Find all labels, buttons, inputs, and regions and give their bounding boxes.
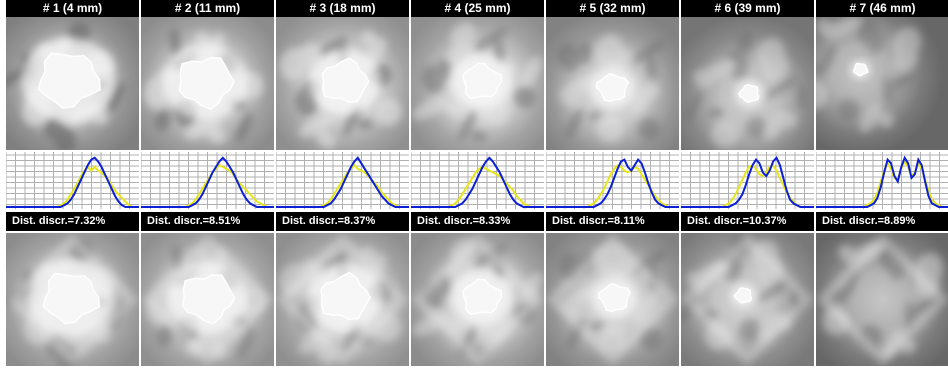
bottom-image[interactable]: [276, 233, 409, 366]
bot-image-2: [141, 233, 274, 366]
hotspot-contour: [461, 62, 503, 99]
image-texture: [412, 22, 543, 142]
hotspot-contour: [37, 52, 101, 109]
profile-svg-6: [681, 152, 814, 209]
profile-grid: [6, 152, 139, 209]
panel-header: # 7 (46 mm): [816, 0, 948, 17]
profile-plot: [6, 152, 139, 209]
blue-profile-line: [411, 156, 544, 208]
bot-image-4: [411, 233, 544, 366]
blue-profile-line: [546, 157, 679, 208]
bot-image-7: [816, 233, 948, 366]
distance-discrepancy-label: Dist. discr.=8.33%: [411, 212, 544, 231]
panel-column-4: # 4 (25 mm) Dist. discr.=8.33%: [411, 0, 544, 368]
distance-discrepancy-label: Dist. discr.=8.89%: [816, 212, 948, 231]
bot-image-6: [681, 233, 814, 366]
top-image-3: [276, 17, 409, 150]
distance-discrepancy-label: Dist. discr.=8.11%: [546, 212, 679, 231]
top-image-7: [816, 17, 948, 150]
panel-header: # 6 (39 mm): [681, 0, 814, 17]
panel-header: # 1 (4 mm): [6, 0, 139, 17]
top-image[interactable]: [141, 17, 274, 150]
blue-profile-line: [681, 156, 814, 208]
diagonal-ghost: [141, 233, 274, 366]
hotspot-contour: [461, 278, 503, 315]
panel-column-5: # 5 (32 mm) Dist. discr.=8.11%: [546, 0, 679, 368]
profile-svg-2: [141, 152, 274, 209]
profile-grid: [411, 152, 544, 209]
top-image-2: [141, 17, 274, 150]
hotspot-contour: [321, 57, 370, 103]
panel-column-6: # 6 (39 mm) Dist. discr.=10.37%: [681, 0, 814, 368]
distance-discrepancy-label: Dist. discr.=8.51%: [141, 212, 274, 231]
panel-header: # 2 (11 mm): [141, 0, 274, 17]
blue-profile-line: [816, 155, 948, 208]
bot-image-5: [546, 233, 679, 366]
top-image[interactable]: [411, 17, 544, 150]
panel-header: # 5 (32 mm): [546, 0, 679, 17]
blue-profile-line: [276, 156, 409, 208]
profile-svg-4: [411, 152, 544, 209]
bot-image-3: [276, 233, 409, 366]
profile-plot: [411, 152, 544, 209]
diagonal-ghost: [546, 233, 679, 366]
bottom-image[interactable]: [816, 233, 948, 366]
hotspot-contour: [320, 271, 371, 321]
profile-plot: [816, 152, 948, 209]
profile-svg-5: [546, 152, 679, 209]
profile-plot: [681, 152, 814, 209]
top-image-4: [411, 17, 544, 150]
profile-plot: [546, 152, 679, 209]
profile-svg-1: [6, 152, 139, 209]
top-image[interactable]: [6, 17, 139, 150]
profile-svg-7: [816, 152, 948, 209]
diagonal-ghost: [816, 233, 948, 366]
image-texture: [684, 31, 808, 148]
image-texture: [557, 34, 666, 143]
hotspot-contour: [597, 282, 632, 313]
bottom-image[interactable]: [141, 233, 274, 366]
diagonal-ghost: [276, 233, 409, 366]
top-image[interactable]: [546, 17, 679, 150]
diagonal-ghost: [411, 233, 544, 366]
panel-column-2: # 2 (11 mm) Dist. discr.=8.51%: [141, 0, 274, 368]
panel-header: # 4 (25 mm): [411, 0, 544, 17]
distance-discrepancy-label: Dist. discr.=8.37%: [276, 212, 409, 231]
top-image-6: [681, 17, 814, 150]
profile-grid: [546, 152, 679, 209]
top-image[interactable]: [276, 17, 409, 150]
diagonal-ghost: [681, 233, 814, 366]
profile-plot: [276, 152, 409, 209]
blue-profile-line: [6, 156, 139, 208]
hotspot-contour: [852, 62, 869, 77]
bottom-image[interactable]: [546, 233, 679, 366]
panel-column-7: # 7 (46 mm) Dist. discr.=8.89%: [816, 0, 948, 368]
hotspot-contour: [737, 83, 760, 103]
profile-plot: [141, 152, 274, 209]
profile-grid: [276, 152, 409, 209]
top-image-5: [546, 17, 679, 150]
panel-column-3: # 3 (18 mm) Dist. discr.=8.37%: [276, 0, 409, 368]
panel-column-1: # 1 (4 mm) Dist. discr.=7.32%: [6, 0, 139, 368]
image-texture: [816, 17, 922, 133]
bottom-image[interactable]: [6, 233, 139, 366]
profile-grid: [141, 152, 274, 209]
bottom-image[interactable]: [411, 233, 544, 366]
hotspot-contour: [733, 287, 753, 304]
hotspot-contour: [595, 72, 630, 103]
distance-discrepancy-label: Dist. discr.=10.37%: [681, 212, 814, 231]
hotspot-contour: [178, 57, 235, 111]
top-image[interactable]: [816, 17, 948, 150]
top-image-1: [6, 17, 139, 150]
profile-svg-3: [276, 152, 409, 209]
hotspot-contour: [181, 274, 236, 325]
hotspot-contour: [42, 272, 100, 325]
panel-header: # 3 (18 mm): [276, 0, 409, 17]
distance-discrepancy-label: Dist. discr.=7.32%: [6, 212, 139, 231]
bottom-image[interactable]: [681, 233, 814, 366]
blue-profile-line: [141, 156, 274, 208]
top-image[interactable]: [681, 17, 814, 150]
bot-image-1: [6, 233, 139, 366]
